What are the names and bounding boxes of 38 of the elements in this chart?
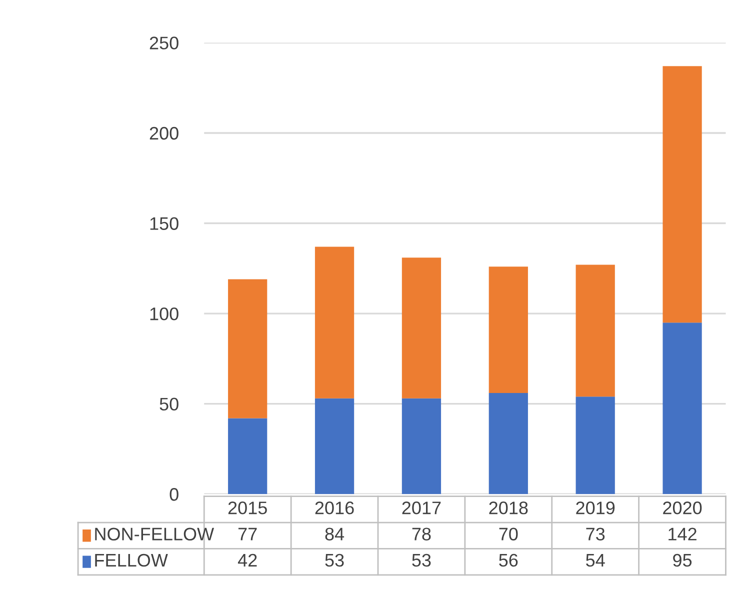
x-tick-label: 2017 [402,502,441,514]
bar [402,258,442,398]
y-tick-label: 100 [150,307,178,320]
bar [488,266,528,393]
bar [402,398,442,494]
data-label: 42 [238,554,257,566]
data-label: 84 [325,528,344,540]
data-label: 56 [499,554,518,567]
y-tick-label: 200 [150,126,178,140]
x-tick-label: 2020 [663,502,702,514]
data-label: 70 [499,528,518,540]
data-label: 142 [668,528,696,540]
bar [576,264,615,397]
bar [488,392,528,494]
data-label: 54 [586,554,605,567]
data-label: 95 [673,554,692,567]
data-label: 77 [238,528,257,540]
x-tick-label: 2019 [576,502,615,514]
bar [662,322,702,494]
x-tick-label: 2016 [315,502,354,514]
x-tick-label: 2018 [489,502,528,514]
x-tick-label: 2015 [228,502,267,514]
bar [228,279,268,418]
bar [314,398,354,494]
bar [314,246,354,398]
data-label: 53 [325,554,344,567]
data-label: 78 [412,528,431,540]
y-tick-label: 50 [160,398,178,411]
bar [228,418,268,494]
y-tick-label: 0 [170,488,178,501]
bar [576,396,615,494]
legend-label: FELLOW [95,554,168,567]
legend-label: NON-FELLOW [95,528,214,540]
data-label: 53 [412,554,431,567]
bar [662,66,702,323]
data-label: 73 [586,528,605,540]
y-tick-label: 250 [150,36,178,50]
y-tick-label: 150 [150,217,178,230]
